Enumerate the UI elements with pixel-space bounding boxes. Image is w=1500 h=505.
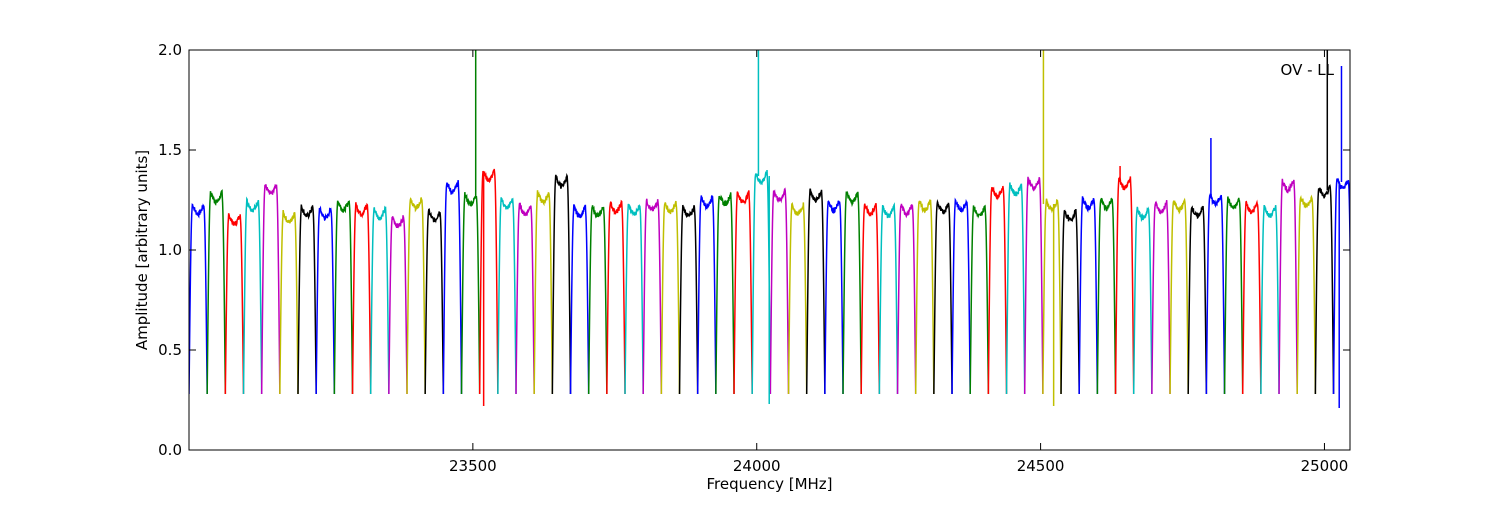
band-63-line — [1314, 184, 1335, 395]
band-8-line — [315, 205, 336, 395]
y-tick-label-1: 0.5 — [158, 341, 182, 359]
band-60-line — [1260, 204, 1280, 395]
band-2-line — [206, 189, 227, 395]
band-15-line — [442, 180, 463, 395]
band-30-line — [715, 192, 735, 395]
x-tick-label-23500: 23500 — [449, 457, 497, 475]
band-62-line — [1296, 194, 1317, 395]
y-tick-label-2: 1.0 — [158, 241, 182, 259]
band-50-line — [1078, 196, 1099, 395]
band-24-line — [606, 199, 626, 395]
band-16-line — [460, 192, 481, 395]
band-33-line — [769, 187, 790, 395]
band-1-line — [189, 203, 208, 395]
band-26-line — [642, 198, 663, 395]
band-64-line — [1332, 177, 1350, 395]
band-43-line — [951, 197, 971, 395]
band-21-line — [551, 172, 572, 395]
band-51-line — [1096, 197, 1117, 395]
band-3-line — [224, 213, 245, 395]
band-42-line — [933, 199, 953, 395]
band-13-line — [406, 197, 426, 395]
band-32-line — [751, 170, 772, 395]
band-45-line — [987, 185, 1008, 395]
band-35-line — [805, 188, 826, 395]
band-47-line — [1023, 176, 1044, 395]
x-tick-label-24000: 24000 — [733, 457, 781, 475]
band-18-line — [497, 197, 517, 395]
band-55-line — [1169, 197, 1189, 395]
y-tick-label-0: 0.0 — [158, 441, 182, 459]
band-40-line — [896, 203, 917, 395]
band-57-line — [1205, 193, 1226, 395]
band-19-line — [515, 202, 535, 395]
band-12-line — [388, 215, 408, 395]
band-41-line — [914, 199, 935, 395]
band-11-line — [369, 205, 390, 395]
band-9-line — [333, 200, 354, 395]
band-54-line — [1151, 200, 1171, 395]
band-34-line — [787, 202, 808, 395]
band-6-line — [279, 209, 299, 395]
band-38-line — [860, 202, 881, 395]
ticks-layer: 23500 24000 24500 25000 0.0 0.5 1.0 1.5 2.0 — [158, 41, 1350, 475]
series-layer — [189, 50, 1350, 408]
band-25-line — [624, 203, 644, 395]
y-axis-label: Amplitude [arbitrary units] — [133, 150, 151, 350]
x-axis-label: Frequency [MHz] — [706, 475, 832, 493]
plot-annotation: OV - LL — [1281, 61, 1335, 79]
band-22-line — [569, 204, 590, 395]
y-tick-label-4: 2.0 — [158, 41, 182, 59]
band-53-line — [1132, 206, 1153, 395]
x-tick-label-24500: 24500 — [1017, 457, 1065, 475]
band-52-line — [1114, 175, 1135, 395]
band-14-line — [424, 208, 445, 395]
x-tick-label-25000: 25000 — [1301, 457, 1349, 475]
band-58-line — [1223, 196, 1244, 395]
band-46-line — [1005, 182, 1026, 395]
y-tick-label-3: 1.5 — [158, 141, 182, 159]
band-29-line — [696, 195, 717, 395]
band-23-line — [587, 205, 608, 395]
band-17-line — [478, 168, 499, 395]
band-10-line — [351, 202, 372, 395]
band-48-line — [1042, 198, 1062, 395]
band-36-line — [824, 200, 844, 395]
band-59-line — [1241, 199, 1262, 395]
band-39-line — [878, 202, 899, 395]
band-4-line — [242, 196, 263, 395]
band-5-line — [260, 184, 281, 395]
band-56-line — [1187, 205, 1208, 395]
band-31-line — [733, 190, 753, 395]
band-49-line — [1060, 208, 1080, 395]
band-28-line — [678, 204, 699, 395]
band-20-line — [533, 190, 554, 395]
band-7-line — [297, 204, 317, 395]
band-61-line — [1278, 178, 1298, 395]
band-27-line — [660, 200, 681, 395]
band-44-line — [969, 204, 990, 395]
band-37-line — [842, 190, 862, 395]
